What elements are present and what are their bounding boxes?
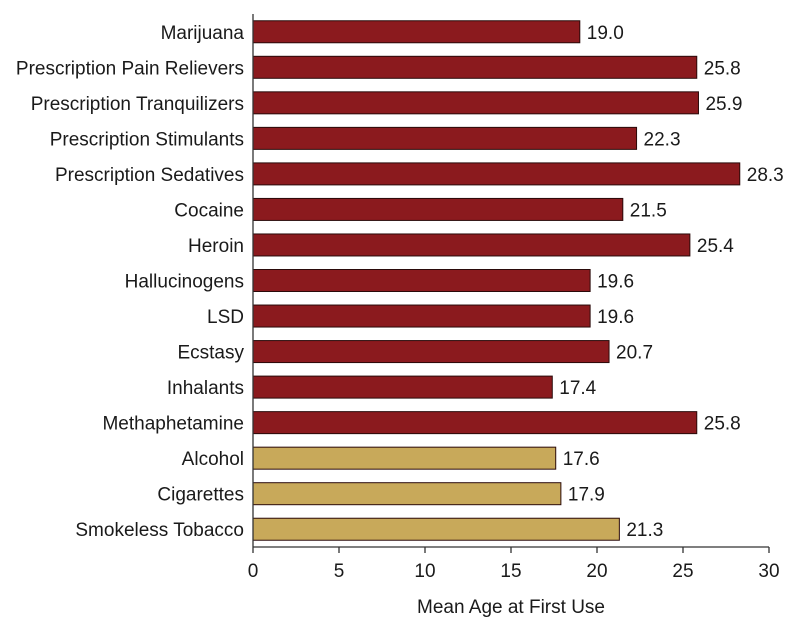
bar	[252, 340, 610, 364]
category-label: Hallucinogens	[125, 272, 244, 293]
bar	[252, 517, 620, 541]
value-label: 28.3	[747, 165, 784, 186]
category-label: Marijuana	[161, 23, 245, 44]
value-label: 19.6	[597, 307, 634, 328]
value-label: 21.3	[626, 520, 663, 541]
value-label: 22.3	[644, 129, 681, 150]
value-label: 17.4	[559, 378, 596, 399]
bar	[252, 375, 553, 399]
category-label: Heroin	[188, 236, 244, 257]
category-label: Prescription Tranquilizers	[31, 94, 244, 115]
value-label: 17.9	[568, 485, 605, 506]
x-ticks-group: 0 5 10 15 20 25 30	[248, 547, 780, 582]
bar	[252, 55, 698, 79]
x-tick-label: 0	[248, 561, 259, 582]
value-label: 20.7	[616, 343, 653, 364]
bar	[252, 233, 691, 257]
category-label: Ecstasy	[177, 343, 244, 364]
x-axis-title: Mean Age at First Use	[417, 597, 605, 618]
category-labels-group: Marijuana Prescription Pain Relievers Pres…	[16, 23, 245, 541]
category-label: Cocaine	[174, 200, 244, 221]
bar	[252, 446, 557, 470]
value-label: 25.4	[697, 236, 734, 257]
category-label: Cigarettes	[157, 485, 244, 506]
category-label: Inhalants	[167, 378, 244, 399]
category-label: LSD	[207, 307, 244, 328]
value-label: 21.5	[630, 200, 667, 221]
x-tick-label: 5	[334, 561, 345, 582]
value-label: 17.6	[563, 449, 600, 470]
bar	[252, 411, 698, 435]
category-label: Prescription Stimulants	[50, 129, 244, 150]
category-label: Alcohol	[182, 449, 244, 470]
x-tick-label: 10	[414, 561, 435, 582]
value-labels-group: 19.0 25.8 25.9 22.3 28.3 21.5 25.4 19.6 19.6 20.7…	[559, 23, 783, 541]
x-tick-label: 20	[586, 561, 607, 582]
bar	[252, 162, 741, 186]
bar	[252, 197, 624, 221]
bar	[252, 20, 581, 44]
bar	[252, 304, 591, 328]
value-label: 25.8	[704, 58, 741, 79]
category-label: Methaphetamine	[102, 414, 244, 435]
value-label: 19.6	[597, 272, 634, 293]
x-tick-label: 30	[758, 561, 779, 582]
category-label: Smokeless Tobacco	[75, 520, 244, 541]
bar	[252, 126, 638, 150]
x-tick-label: 15	[500, 561, 521, 582]
category-label: Prescription Pain Relievers	[16, 58, 244, 79]
x-tick-label: 25	[672, 561, 693, 582]
bar	[252, 269, 591, 292]
value-label: 19.0	[587, 23, 624, 44]
value-label: 25.8	[704, 414, 741, 435]
category-label: Prescription Sedatives	[55, 165, 244, 186]
bars-group	[252, 20, 741, 541]
value-label: 25.9	[705, 94, 742, 115]
bar	[252, 482, 562, 506]
bar	[252, 91, 699, 115]
